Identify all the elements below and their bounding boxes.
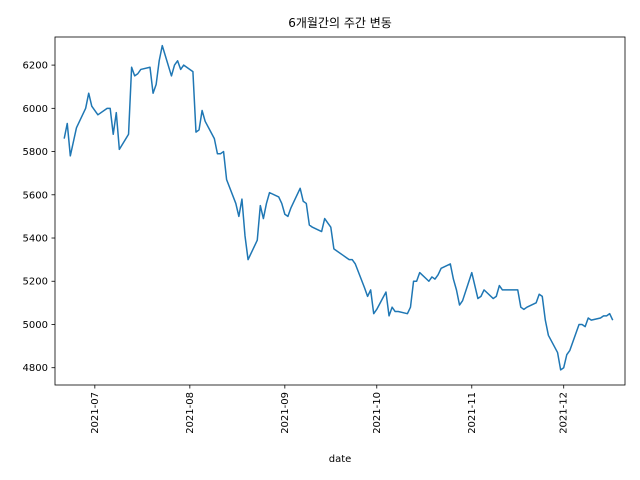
y-tick-label: 6000 — [23, 104, 48, 115]
y-tick-label: 5200 — [23, 277, 48, 288]
y-tick-label: 4800 — [23, 363, 48, 374]
x-tick-label: 2021-11 — [467, 392, 478, 434]
x-tick-label: 2021-08 — [185, 392, 196, 434]
x-tick-label: 2021-12 — [559, 392, 570, 434]
y-tick-label: 5600 — [23, 190, 48, 201]
plot-area — [55, 37, 625, 385]
x-axis: 2021-07 2021-08 2021-09 2021-10 2021-11 2021-… — [90, 385, 570, 434]
y-tick-label: 5400 — [23, 234, 48, 245]
chart-title: 6개월간의 주간 변동 — [288, 16, 392, 30]
y-tick-label: 5000 — [23, 320, 48, 331]
y-axis: 4800 5000 5200 5400 5600 5800 6000 6200 — [23, 61, 55, 374]
x-axis-label: date — [329, 454, 352, 465]
x-tick-label: 2021-10 — [372, 392, 383, 434]
x-tick-label: 2021-09 — [280, 392, 291, 434]
plot-frame — [54, 36, 626, 386]
x-tick-label: 2021-07 — [90, 392, 101, 434]
y-tick-label: 5800 — [23, 147, 48, 158]
series-line — [63, 44, 614, 371]
y-tick-label: 6200 — [23, 61, 48, 72]
